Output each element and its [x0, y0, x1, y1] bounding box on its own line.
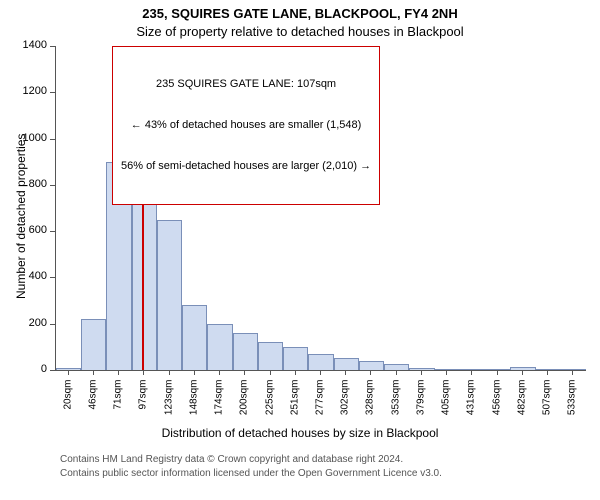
bar [485, 369, 510, 370]
bar [409, 368, 434, 370]
x-tick-mark [320, 370, 321, 375]
page-title: 235, SQUIRES GATE LANE, BLACKPOOL, FY4 2… [0, 6, 600, 21]
y-tick-mark [50, 324, 55, 325]
info-line-2: ← 43% of detached houses are smaller (1,… [121, 119, 371, 133]
bar [207, 324, 232, 370]
bar [510, 367, 535, 370]
bar [258, 342, 283, 370]
x-tick-label: 456sqm [491, 380, 502, 430]
y-tick-label: 1000 [15, 132, 47, 144]
y-tick-mark [50, 185, 55, 186]
x-tick-label: 277sqm [315, 380, 326, 430]
bar [233, 333, 258, 370]
y-tick-label: 400 [15, 270, 47, 282]
x-tick-mark [295, 370, 296, 375]
y-tick-label: 0 [15, 363, 47, 375]
bar [56, 368, 81, 370]
x-tick-mark [497, 370, 498, 375]
y-tick-mark [50, 277, 55, 278]
x-tick-mark [270, 370, 271, 375]
info-box: 235 SQUIRES GATE LANE: 107sqm ← 43% of d… [112, 46, 380, 205]
bar [81, 319, 106, 370]
x-tick-mark [522, 370, 523, 375]
footer-line-2: Contains public sector information licen… [60, 468, 442, 479]
x-tick-mark [471, 370, 472, 375]
x-tick-mark [446, 370, 447, 375]
x-tick-mark [244, 370, 245, 375]
x-tick-mark [93, 370, 94, 375]
x-tick-label: 507sqm [542, 380, 553, 430]
x-tick-mark [143, 370, 144, 375]
x-tick-mark [547, 370, 548, 375]
y-tick-mark [50, 139, 55, 140]
x-tick-mark [421, 370, 422, 375]
x-tick-label: 405sqm [441, 380, 452, 430]
x-tick-label: 251sqm [289, 380, 300, 430]
x-tick-label: 200sqm [239, 380, 250, 430]
bar [283, 347, 308, 370]
x-tick-label: 20sqm [62, 380, 73, 430]
x-tick-label: 97sqm [138, 380, 149, 430]
x-tick-mark [345, 370, 346, 375]
x-tick-label: 353sqm [390, 380, 401, 430]
x-tick-label: 123sqm [163, 380, 174, 430]
y-tick-mark [50, 231, 55, 232]
y-tick-mark [50, 46, 55, 47]
x-tick-mark [169, 370, 170, 375]
info-line-3: 56% of semi-detached houses are larger (… [121, 160, 371, 174]
bar [334, 358, 359, 370]
x-tick-label: 482sqm [516, 380, 527, 430]
x-tick-label: 302sqm [340, 380, 351, 430]
page-subtitle: Size of property relative to detached ho… [0, 24, 600, 39]
y-tick-label: 1400 [15, 39, 47, 51]
x-tick-label: 71sqm [113, 380, 124, 430]
chart-container: 235, SQUIRES GATE LANE, BLACKPOOL, FY4 2… [0, 0, 600, 500]
x-tick-mark [370, 370, 371, 375]
bar [308, 354, 333, 370]
x-tick-label: 174sqm [214, 380, 225, 430]
bar [182, 305, 207, 370]
x-tick-label: 225sqm [264, 380, 275, 430]
y-tick-label: 600 [15, 224, 47, 236]
x-tick-mark [396, 370, 397, 375]
y-tick-mark [50, 92, 55, 93]
bar [359, 361, 384, 370]
x-tick-label: 328sqm [365, 380, 376, 430]
bar [384, 364, 409, 370]
x-tick-label: 431sqm [466, 380, 477, 430]
y-tick-mark [50, 370, 55, 371]
x-tick-label: 379sqm [415, 380, 426, 430]
info-line-1: 235 SQUIRES GATE LANE: 107sqm [121, 78, 371, 92]
x-tick-mark [572, 370, 573, 375]
y-tick-label: 200 [15, 317, 47, 329]
y-tick-label: 1200 [15, 85, 47, 97]
x-tick-mark [118, 370, 119, 375]
bar [157, 220, 182, 370]
x-tick-mark [68, 370, 69, 375]
x-tick-mark [194, 370, 195, 375]
footer-line-1: Contains HM Land Registry data © Crown c… [60, 454, 403, 465]
x-tick-label: 148sqm [188, 380, 199, 430]
x-tick-mark [219, 370, 220, 375]
x-tick-label: 533sqm [567, 380, 578, 430]
x-tick-label: 46sqm [87, 380, 98, 430]
y-tick-label: 800 [15, 178, 47, 190]
